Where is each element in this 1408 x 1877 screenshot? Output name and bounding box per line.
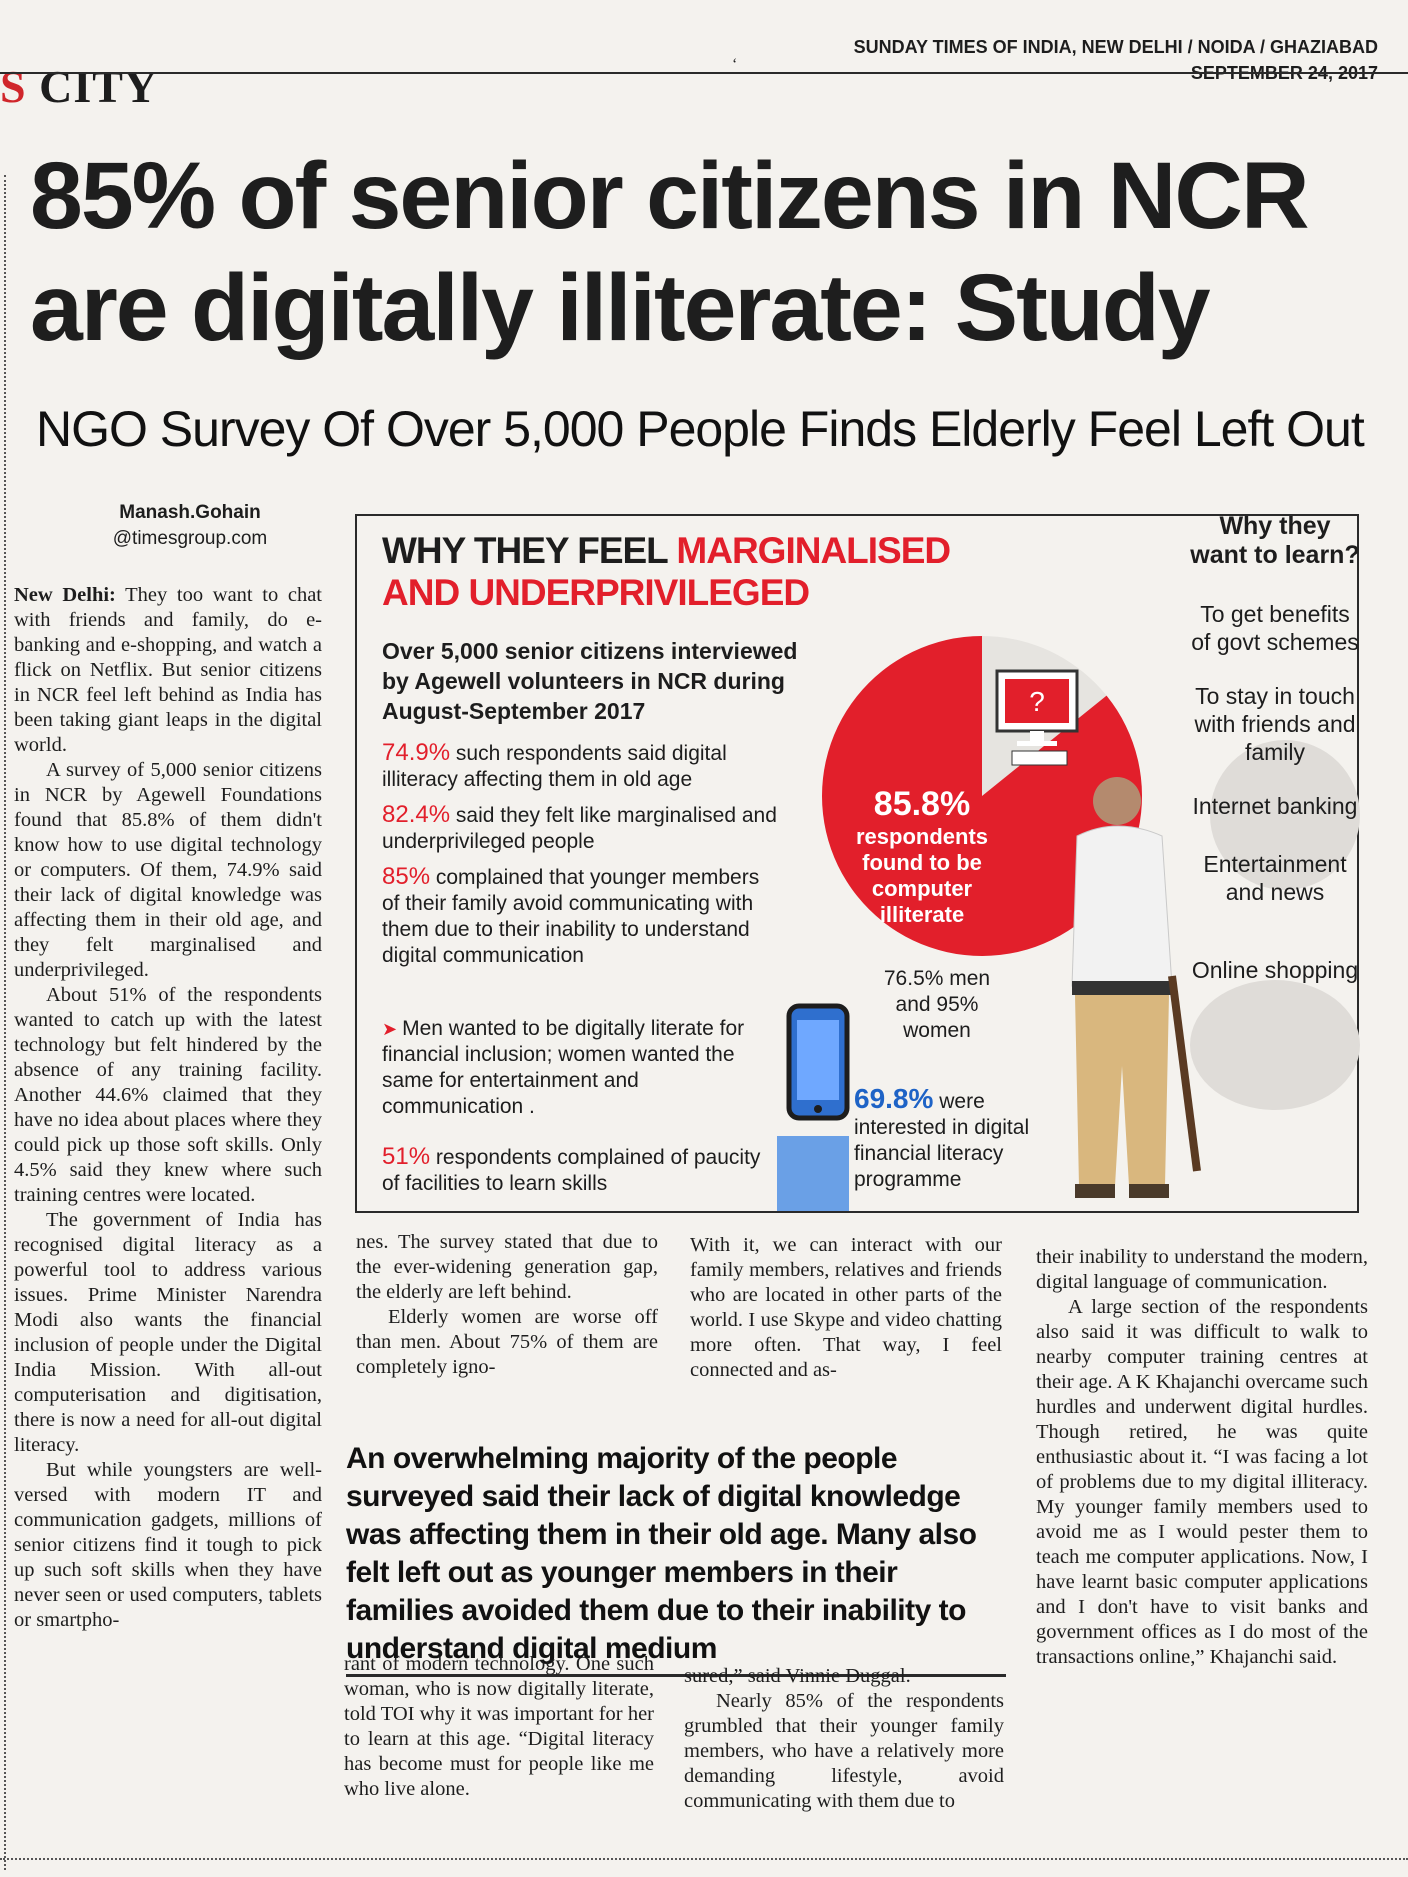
pie-caption: respondents found to be computer illiter… xyxy=(855,824,989,927)
stat-percent: 82.4% xyxy=(382,801,451,828)
headline: 85% of senior citizens in NCR are digita… xyxy=(30,140,1390,364)
article-column-2-top: nes. The survey stated that due to the e… xyxy=(356,1230,658,1380)
reason-item: To stay in touch with friends and family xyxy=(1194,683,1356,765)
stat-text: complained that younger members of their… xyxy=(382,866,760,967)
reason-circle xyxy=(1210,740,1360,890)
headline-line-1: 85% of senior citizens in NCR xyxy=(30,143,1310,249)
dotted-bottom xyxy=(0,1858,1408,1860)
monitor-question-mark: ? xyxy=(1029,686,1045,717)
section-name: CITY xyxy=(39,61,159,112)
smartphone-icon xyxy=(777,1003,850,1211)
dateline: New Delhi: xyxy=(14,584,116,606)
stat-percent: 51% xyxy=(382,1143,431,1170)
dotted-margin xyxy=(4,175,6,1870)
paragraph: Nearly 85% of the respondents grumbled t… xyxy=(684,1690,1004,1812)
byline-name: Manash.Gohain xyxy=(119,502,261,523)
paragraph: With it, we can interact with our family… xyxy=(690,1234,1002,1381)
section-tag: S CITY xyxy=(0,60,158,113)
stat-item: 85% complained that younger members of t… xyxy=(382,864,782,969)
computer-monitor-icon: ? xyxy=(995,669,1079,766)
article-column-3-top: With it, we can interact with our family… xyxy=(690,1233,1002,1383)
elderly-man-illustration xyxy=(1071,777,1201,1198)
why-learn-title: Why they want to learn? xyxy=(1190,512,1360,569)
why-learn-panel: Why they want to learn? To get benefits … xyxy=(1190,512,1360,1010)
paragraph: A survey of 5,000 senior citizens in NCR… xyxy=(14,759,322,981)
stat-text: respondents complained of paucity of fac… xyxy=(382,1146,761,1195)
stat-text: such respondents said digital illiteracy… xyxy=(382,742,727,791)
article-column-3-bottom: sured,” said Vinnie Duggal. Nearly 85% o… xyxy=(684,1664,1004,1814)
publication-info: SUNDAY TIMES OF INDIA, NEW DELHI / NOIDA… xyxy=(854,34,1378,86)
pie-label: 85.8% respondents found to be computer i… xyxy=(837,784,1007,928)
stat-item: 74.9% such respondents said digital illi… xyxy=(382,740,782,793)
paragraph: A large section of the respondents also … xyxy=(1036,1296,1368,1668)
article-column-4: their inability to understand the modern… xyxy=(1036,1245,1368,1670)
men-women-stat: 76.5% men and 95% women xyxy=(883,967,991,1042)
paragraph-text: They too want to chat with friends and f… xyxy=(14,584,322,756)
paragraph: rant of modern technology. One such woma… xyxy=(344,1653,654,1800)
fin-text: were interested in digital financial lit… xyxy=(854,1090,1030,1191)
infographic-box: WHY THEY FEEL MARGINALISED AND UNDERPRIV… xyxy=(355,514,1359,1213)
stat-item: 51% respondents complained of paucity of… xyxy=(382,1144,782,1197)
arrow-note-text: Men wanted to be digitally literate for … xyxy=(382,1017,745,1118)
pull-quote: An overwhelming majority of the people s… xyxy=(346,1440,1006,1677)
article-column-1: New Delhi: They too want to chat with fr… xyxy=(14,583,322,1633)
print-mark: ‘ xyxy=(732,56,738,73)
arrow-note: ➤ Men wanted to be digitally literate fo… xyxy=(382,1016,762,1120)
pie-main-slice xyxy=(822,636,1142,956)
paragraph: New Delhi: They too want to chat with fr… xyxy=(14,583,322,758)
reason-item: Entertainment and news xyxy=(1203,851,1347,905)
paragraph: Elderly women are worse off than men. Ab… xyxy=(356,1306,658,1378)
pie-percent: 85.8% xyxy=(873,785,971,823)
paragraph: But while youngsters are well-versed wit… xyxy=(14,1459,322,1631)
section-prefix: S xyxy=(0,61,27,112)
pie-chart: ? xyxy=(822,636,1142,956)
stat-text: said they felt like marginalised and und… xyxy=(382,804,777,853)
paragraph: nes. The survey stated that due to the e… xyxy=(356,1231,658,1303)
publication-name: SUNDAY TIMES OF INDIA, NEW DELHI / NOIDA… xyxy=(853,37,1378,57)
headline-line-2: are digitally illiterate: Study xyxy=(30,255,1211,361)
paragraph: The government of India has recognised d… xyxy=(14,1209,322,1456)
byline-email: @timesgroup.com xyxy=(112,528,268,549)
title-black: WHY THEY FEEL xyxy=(382,530,677,571)
stat-percent: 85% xyxy=(382,863,431,890)
reason-item: Online shopping xyxy=(1191,957,1359,983)
fin-percent: 69.8% xyxy=(854,1083,934,1114)
infographic-title: WHY THEY FEEL MARGINALISED AND UNDERPRIV… xyxy=(382,530,1002,614)
reason-item: To get benefits of govt schemes xyxy=(1191,601,1359,655)
reason-item: Internet banking xyxy=(1192,793,1358,819)
article-column-2-bottom: rant of modern technology. One such woma… xyxy=(344,1652,654,1802)
paragraph: their inability to understand the modern… xyxy=(1036,1246,1368,1293)
reason-circle xyxy=(1190,980,1360,1110)
stat-item: 82.4% said they felt like marginalised a… xyxy=(382,802,782,855)
title-red: MARGINALISED AND UNDERPRIVILEGED xyxy=(382,530,951,613)
byline: Manash.Gohain @timesgroup.com xyxy=(90,500,290,552)
paragraph: sured,” said Vinnie Duggal. xyxy=(684,1665,911,1687)
masthead-rule xyxy=(0,72,1408,74)
arrow-bullet-icon: ➤ xyxy=(382,1019,403,1039)
paragraph: About 51% of the respondents wanted to c… xyxy=(14,984,322,1206)
infographic-intro: Over 5,000 senior citizens interviewed b… xyxy=(382,638,798,724)
financial-literacy-stat: 69.8% were interested in digital financi… xyxy=(854,1083,1064,1193)
stat-percent: 74.9% xyxy=(382,739,451,766)
subheadline: NGO Survey Of Over 5,000 People Finds El… xyxy=(36,401,1365,457)
